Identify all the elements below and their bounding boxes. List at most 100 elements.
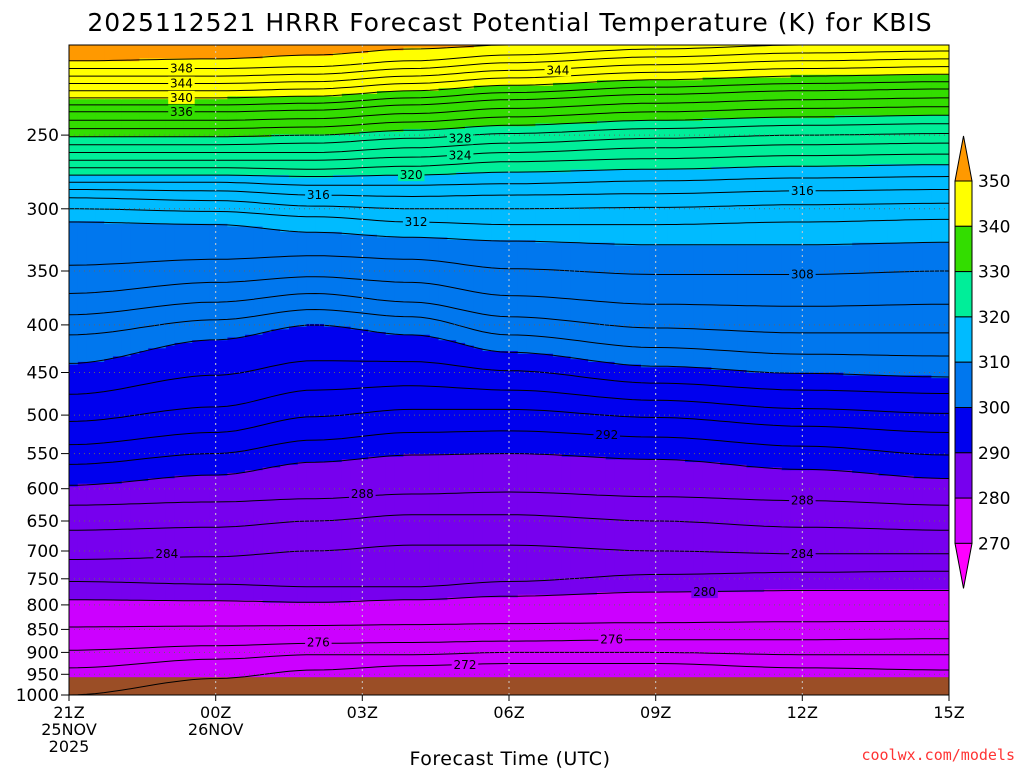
fill-cell xyxy=(227,137,237,176)
fill-cell xyxy=(491,85,501,127)
fill-cell xyxy=(896,589,906,691)
fill-cell xyxy=(377,332,387,458)
fill-cell xyxy=(940,378,949,479)
fill-cell xyxy=(333,602,343,691)
contour-label-bg xyxy=(544,63,572,77)
fill-cell xyxy=(773,166,783,247)
fill-cell xyxy=(412,334,422,455)
fill-cell xyxy=(447,240,457,341)
fill-cell xyxy=(447,175,457,241)
fill-cell xyxy=(852,242,862,377)
fill-cell xyxy=(649,245,660,368)
fill-cell xyxy=(77,99,88,138)
colorbar-label: 320 xyxy=(978,308,1010,328)
fill-cell xyxy=(333,53,343,98)
fill-cell xyxy=(253,137,264,176)
fill-cell xyxy=(544,172,554,244)
x-tick-label: 00Z xyxy=(200,703,231,722)
fill-cell xyxy=(693,367,704,463)
fill-cell xyxy=(165,345,176,479)
fill-cell xyxy=(289,231,299,328)
fill-cell xyxy=(658,120,668,171)
fill-cell xyxy=(940,74,949,117)
fill-cell xyxy=(333,462,343,604)
fill-cell xyxy=(755,467,765,593)
fill-cell xyxy=(77,221,88,363)
fill-cell xyxy=(605,169,616,244)
fill-cell xyxy=(121,175,132,225)
fill-cell xyxy=(500,126,510,173)
fill-cell xyxy=(245,175,255,228)
fill-cell xyxy=(201,58,211,100)
fill-cell xyxy=(843,470,853,590)
fill-cell xyxy=(280,231,290,330)
colorbar-label: 290 xyxy=(978,444,1010,464)
fill-cell xyxy=(702,367,712,463)
fill-cell xyxy=(535,242,545,355)
fill-cell xyxy=(676,245,686,368)
fill-cell xyxy=(429,175,440,238)
fill-cell xyxy=(579,594,589,685)
fill-cell xyxy=(315,134,325,179)
fill-cell xyxy=(148,478,158,601)
fill-cell xyxy=(869,115,880,165)
fill-cell xyxy=(764,589,774,688)
fill-cell xyxy=(561,242,572,358)
fill-cell xyxy=(350,329,360,460)
fill-cell xyxy=(324,231,334,328)
fill-cell xyxy=(377,131,387,176)
fill-cell xyxy=(931,478,941,590)
fill-cell xyxy=(737,370,748,466)
fill-cell xyxy=(526,594,536,685)
fill-cell xyxy=(385,334,396,458)
fill-cell xyxy=(86,61,96,100)
fill-cell xyxy=(359,329,369,460)
fill-cell xyxy=(333,96,343,135)
fill-cell xyxy=(113,45,123,62)
fill-cell xyxy=(86,137,96,176)
fill-cell xyxy=(113,99,123,138)
fill-cell xyxy=(535,353,545,455)
fill-cell xyxy=(227,58,237,98)
contour-label-bg xyxy=(398,168,425,182)
fill-cell xyxy=(183,475,193,601)
fill-cell xyxy=(685,80,695,122)
fill-cell xyxy=(500,172,510,241)
fill-cell xyxy=(561,594,572,685)
y-tick-label: 300 xyxy=(27,200,59,220)
fill-cell xyxy=(861,166,871,244)
fill-cell xyxy=(236,600,246,695)
fill-cell xyxy=(271,96,281,135)
fill-cell xyxy=(289,464,299,604)
fill-cell xyxy=(394,50,404,92)
fill-cell xyxy=(429,600,440,688)
fill-cell xyxy=(887,589,897,691)
fill-cell xyxy=(174,475,184,601)
fill-cell xyxy=(825,166,836,247)
fill-cell xyxy=(306,96,316,135)
contour-label-bg xyxy=(168,104,195,118)
fill-cell xyxy=(429,128,440,176)
fill-cell xyxy=(69,486,79,601)
y-tick-label: 750 xyxy=(27,570,59,590)
fill-cell xyxy=(368,234,378,333)
fill-cell xyxy=(368,332,378,458)
fill-cell xyxy=(456,172,466,241)
fill-cell xyxy=(614,245,624,366)
fill-cell xyxy=(685,169,695,247)
fill-cell xyxy=(922,115,932,165)
fill-cell xyxy=(456,88,466,130)
colorbar-segment xyxy=(954,180,973,227)
fill-cell xyxy=(605,120,616,171)
fill-cell xyxy=(491,240,501,352)
fill-cell xyxy=(482,172,492,241)
fill-cell xyxy=(685,592,695,685)
fill-cell xyxy=(781,372,792,471)
fill-cell xyxy=(808,118,818,168)
fill-cell xyxy=(852,74,862,117)
fill-cell xyxy=(623,592,633,685)
fill-cell xyxy=(861,375,871,474)
fill-cell xyxy=(236,337,246,474)
fill-cell xyxy=(808,74,818,119)
fill-cell xyxy=(209,475,220,601)
